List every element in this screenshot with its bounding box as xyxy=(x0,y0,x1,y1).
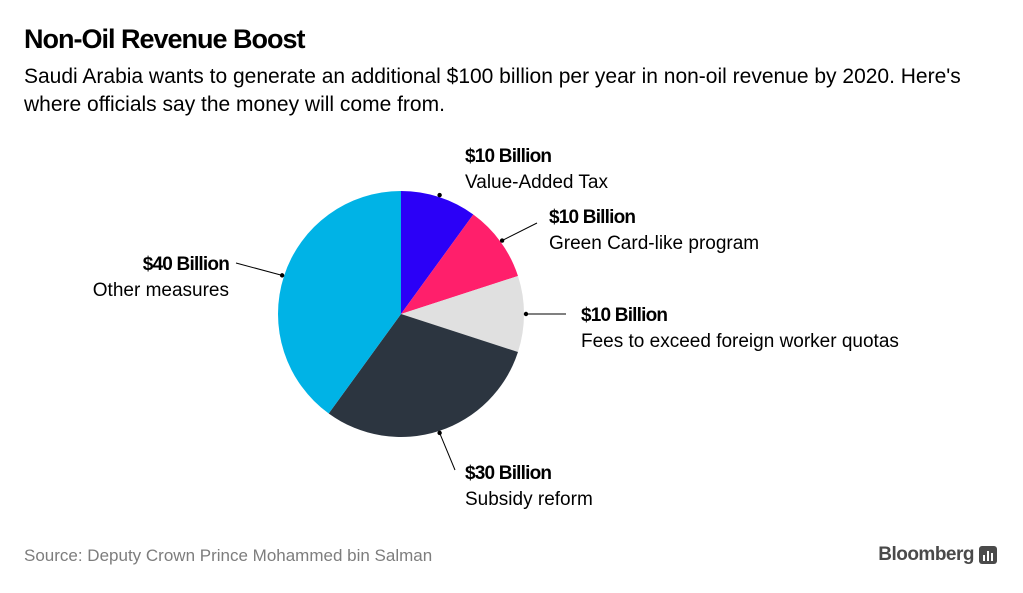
leader-dot xyxy=(499,238,505,243)
chart-subtitle: Saudi Arabia wants to generate an additi… xyxy=(24,65,961,116)
bar-chart-icon xyxy=(979,546,997,564)
leader-dot xyxy=(523,311,529,317)
slice-value-label: $10 Billion xyxy=(465,146,551,167)
pie-slice-3 xyxy=(401,275,525,353)
slice-value-label: $10 Billion xyxy=(581,305,667,326)
source-note: Source: Deputy Crown Prince Mohammed bin… xyxy=(24,546,433,565)
slice-value-label: $40 Billion xyxy=(143,254,229,275)
brand-logo: Bloomberg xyxy=(878,544,997,566)
slice-value-label: $30 Billion xyxy=(465,463,551,484)
pie-slice-5 xyxy=(278,191,401,414)
brand-name: Bloomberg xyxy=(878,544,974,565)
leader-dot xyxy=(437,430,442,436)
pie-slice-1 xyxy=(401,191,474,314)
leader-line xyxy=(235,262,283,276)
leader-dot xyxy=(437,192,442,198)
leader-dot xyxy=(279,273,285,278)
slice-value-label: $10 Billion xyxy=(549,207,635,228)
slice-category-label: Fees to exceed foreign worker quotas xyxy=(581,331,899,352)
slice-category-label: Green Card-like program xyxy=(549,233,759,254)
slice-category-label: Value-Added Tax xyxy=(465,172,608,193)
slice-category-label: Subsidy reform xyxy=(465,489,593,510)
chart-title: Non-Oil Revenue Boost xyxy=(24,24,306,54)
slice-category-label: Other measures xyxy=(93,280,229,301)
pie-slice-2 xyxy=(401,214,518,314)
pie-slice-4 xyxy=(328,314,518,437)
leader-line xyxy=(501,222,538,241)
leader-line xyxy=(439,432,456,471)
